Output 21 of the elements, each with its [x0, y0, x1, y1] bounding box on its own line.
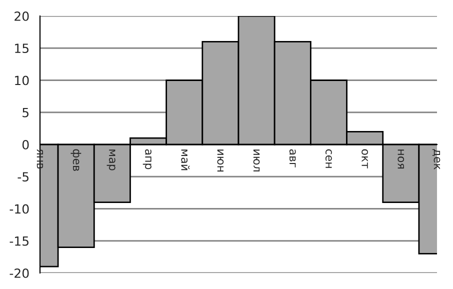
- y-tick-label: -10: [10, 204, 29, 214]
- x-tick-label: авг: [289, 149, 296, 168]
- x-tick-label: мар: [106, 150, 116, 170]
- y-tick-label: 5: [22, 108, 28, 118]
- x-tick-label: янв: [36, 149, 44, 169]
- y-tick-label: 15: [15, 44, 28, 54]
- x-tick-label: фев: [70, 149, 82, 171]
- y-tick-label: -5: [18, 172, 28, 182]
- x-tick-label: апр: [142, 149, 152, 170]
- x-tick-label: окт: [362, 149, 368, 168]
- y-tick-label: -15: [10, 236, 28, 246]
- x-tick-label: июл: [253, 150, 260, 172]
- y-tick-label: -20: [10, 268, 29, 278]
- y-tick-label: 0: [22, 140, 29, 150]
- x-tick-label: дек: [432, 149, 440, 170]
- y-tick-label: 20: [14, 11, 29, 21]
- x-tick-label: сен: [326, 149, 332, 168]
- x-tick-label: май: [181, 150, 190, 170]
- x-tick-label: ноя: [398, 150, 404, 168]
- y-tick-label: 10: [15, 76, 29, 86]
- x-tick-label: июн: [217, 150, 224, 172]
